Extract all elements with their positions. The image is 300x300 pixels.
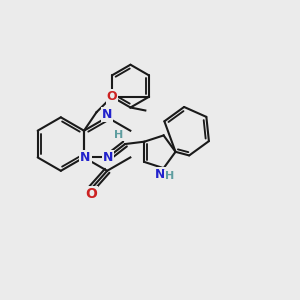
Text: O: O bbox=[106, 90, 117, 103]
Text: N: N bbox=[80, 151, 91, 164]
Text: N: N bbox=[102, 108, 112, 122]
Text: H: H bbox=[114, 130, 123, 140]
Text: N: N bbox=[155, 168, 165, 181]
Text: H: H bbox=[165, 171, 174, 181]
Text: O: O bbox=[85, 187, 97, 201]
Text: N: N bbox=[103, 151, 113, 164]
